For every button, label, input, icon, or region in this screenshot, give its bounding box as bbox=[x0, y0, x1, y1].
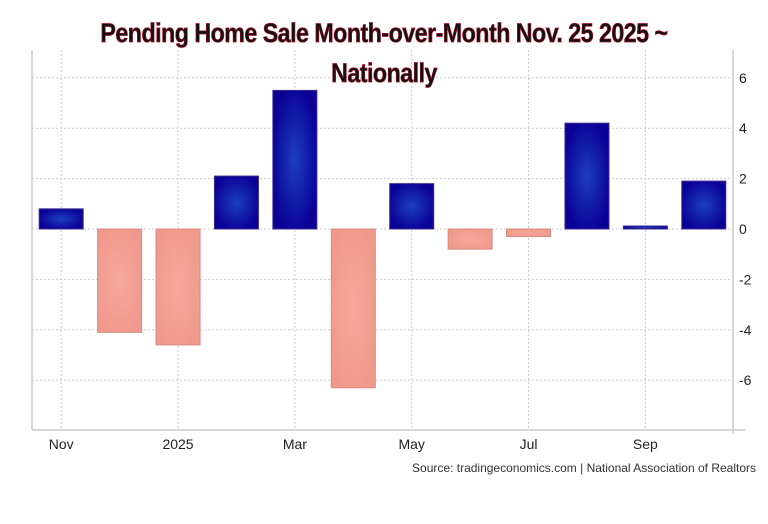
y-tick-label: 0 bbox=[739, 221, 747, 237]
bar-jun-2025 bbox=[447, 228, 493, 250]
bar-apr-2025 bbox=[330, 228, 376, 389]
chart-title-line-1: Pending Home Sale Month-over-Month Nov. … bbox=[100, 18, 668, 48]
x-tick-labels: Nov 2025 Mar May Jul Sep bbox=[49, 436, 658, 452]
bar-mar-2025 bbox=[272, 89, 318, 230]
bar-nov-2024 bbox=[38, 208, 84, 230]
y-tick-label: 4 bbox=[739, 120, 747, 136]
y-tick-label: 6 bbox=[739, 70, 747, 86]
chart-title-line-2: Nationally bbox=[331, 58, 438, 88]
bar-feb-2025 bbox=[213, 175, 259, 230]
x-tick-label: Mar bbox=[283, 436, 307, 452]
bar-jul-2025 bbox=[506, 228, 552, 238]
bar-oct-2025 bbox=[681, 180, 727, 230]
y-tick-label: -4 bbox=[739, 322, 752, 338]
bars bbox=[38, 89, 727, 389]
axes bbox=[31, 50, 745, 434]
x-tick-label: Nov bbox=[49, 436, 74, 452]
y-tick-label: 2 bbox=[739, 171, 747, 187]
source-note: Source: tradingeconomics.com | National … bbox=[412, 461, 756, 475]
y-tick-labels: 6 4 2 0 -2 -4 -6 bbox=[739, 70, 752, 388]
x-tick-label: May bbox=[398, 436, 424, 452]
x-tick-label: Sep bbox=[633, 436, 658, 452]
bar-may-2025 bbox=[389, 183, 435, 230]
bar-aug-2025 bbox=[564, 122, 610, 230]
bar-sep-2025 bbox=[622, 225, 668, 230]
y-tick-label: -6 bbox=[739, 372, 752, 388]
x-tick-label: 2025 bbox=[162, 436, 193, 452]
x-tick-label: Jul bbox=[520, 436, 538, 452]
bar-jan-2025 bbox=[155, 228, 201, 346]
y-tick-label: -2 bbox=[739, 271, 752, 287]
bar-dec-2024 bbox=[97, 228, 143, 333]
